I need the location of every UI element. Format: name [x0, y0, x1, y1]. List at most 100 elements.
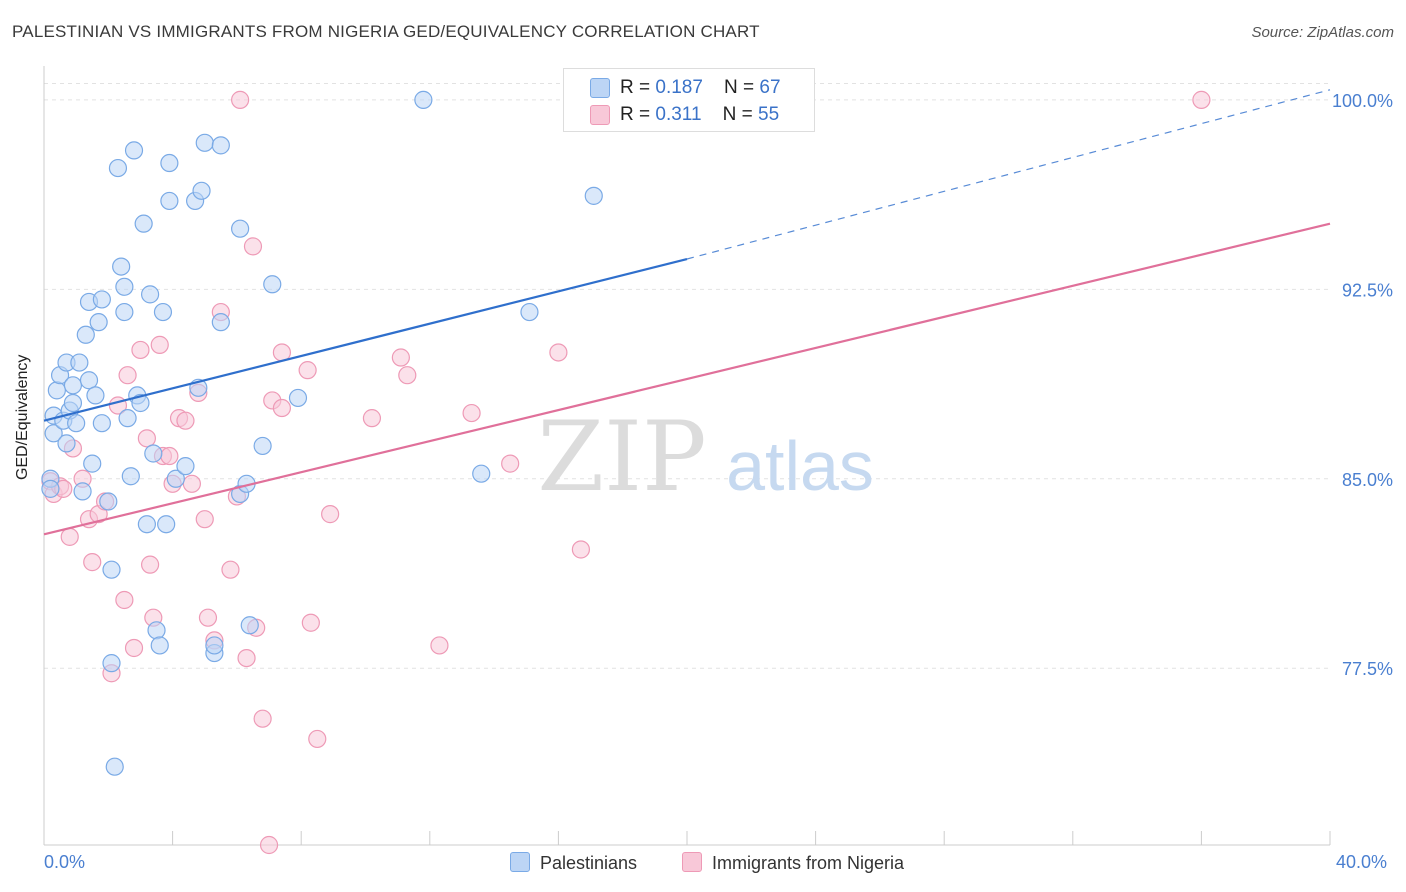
grid [44, 82, 1330, 669]
nigeria-point [160, 446, 179, 466]
nigeria-point [501, 454, 520, 473]
palestinian-point [102, 654, 121, 673]
palestinian-point [112, 257, 131, 276]
palestinian-point [166, 469, 185, 488]
nigeria-point [124, 638, 144, 658]
palestinian-point [288, 388, 308, 408]
palestinian-point [102, 560, 121, 579]
nigeria-point [321, 505, 340, 524]
trend-line-nigeria [43, 222, 1331, 536]
legend-swatch-blue [510, 852, 530, 872]
palestinian-point [67, 414, 86, 433]
watermark: ZIP atlas [537, 401, 874, 513]
legend-n-label: N = [724, 77, 760, 98]
palestinian-point [144, 444, 163, 463]
palestinian-point [211, 313, 230, 332]
palestinian-point [83, 454, 102, 473]
x-tick-max: 40.0% [1336, 852, 1388, 872]
nigeria-point [398, 366, 417, 385]
palestinian-point [89, 313, 108, 332]
palestinian-point [253, 436, 272, 456]
palestinian-point [47, 381, 66, 400]
nigeria-point [231, 90, 250, 109]
palestinian-point [57, 434, 76, 453]
nigeria-point [549, 343, 568, 362]
nigeria-point [237, 648, 256, 668]
palestinian-point [99, 492, 118, 511]
legend-n-value: 55 [758, 104, 780, 125]
palestinian-point [240, 616, 259, 635]
palestinian-point [44, 424, 63, 443]
palestinian-point [131, 393, 150, 413]
nigeria-point [462, 403, 481, 423]
legend-r-value: 0.187 [655, 77, 703, 98]
palestinian-point [176, 457, 195, 476]
nigeria-point [362, 409, 382, 428]
legend-r-value: 0.311 [655, 104, 702, 125]
palestinian-point [79, 371, 99, 390]
nigeria-point [118, 366, 137, 385]
nigeria-point [272, 398, 292, 418]
series-palestinians-points [41, 90, 603, 776]
palestinian-point [147, 621, 166, 640]
bottom-legend-palestinians: Palestinians [510, 852, 637, 874]
nigeria-point [176, 411, 195, 430]
palestinian-point [115, 277, 134, 296]
y-axis-label: GED/Equivalency [14, 354, 31, 480]
palestinian-point [124, 141, 144, 160]
palestinian-point [211, 136, 230, 155]
palestinian-point [584, 186, 603, 205]
nigeria-point [259, 835, 279, 855]
x-tick-min: 0.0% [44, 852, 86, 872]
y-tick-label: 92.5% [1342, 280, 1393, 300]
nigeria-point [60, 527, 79, 546]
legend-label-nigeria: Immigrants from Nigeria [712, 853, 905, 873]
palestinian-point [121, 467, 140, 486]
nigeria-point [150, 335, 169, 354]
palestinian-point [195, 133, 214, 152]
legend-n-label: N = [722, 104, 759, 125]
nigeria-point [571, 540, 591, 559]
nigeria-point [198, 608, 218, 627]
palestinian-point [150, 636, 169, 655]
palestinian-point [63, 376, 83, 395]
legend-n-value: 67 [759, 77, 781, 98]
nigeria-point [301, 613, 320, 632]
palestinian-point [205, 636, 224, 655]
legend-swatch-pink [682, 852, 702, 872]
chart-title: PALESTINIAN VS IMMIGRANTS FROM NIGERIA G… [12, 22, 760, 41]
palestinian-point [153, 302, 173, 322]
palestinian-point [160, 153, 179, 173]
palestinian-point [520, 302, 539, 322]
nigeria-point [221, 560, 240, 579]
palestinian-point [73, 482, 92, 501]
watermark-atlas: atlas [726, 427, 874, 505]
nigeria-point [115, 590, 134, 610]
legend-r-label: R = [620, 104, 656, 125]
nigeria-point [83, 553, 102, 572]
nigeria-point [391, 348, 410, 367]
y-tick-label: 100.0% [1332, 91, 1393, 111]
palestinian-point [231, 219, 250, 238]
palestinian-point [160, 191, 179, 211]
nigeria-point [298, 361, 317, 380]
palestinian-point [86, 386, 105, 405]
nigeria-point [308, 729, 327, 749]
nigeria-point [182, 474, 201, 493]
palestinian-point [134, 214, 153, 233]
palestinian-point [41, 479, 60, 498]
legend-swatch-blue [590, 78, 610, 98]
nigeria-point [137, 429, 156, 448]
source-label: Source: ZipAtlas.com [1251, 24, 1394, 41]
legend-r-label: R = [620, 77, 656, 98]
nigeria-point [195, 510, 214, 529]
nigeria-point [131, 340, 150, 360]
nigeria-point [253, 709, 272, 728]
palestinian-point [140, 285, 160, 304]
correlation-legend: R = 0.187 N = 67 R = 0.311 N = 55 [563, 68, 815, 132]
y-tick-label: 77.5% [1342, 659, 1393, 679]
palestinian-point [108, 158, 128, 178]
trend-line-palestinians [43, 257, 688, 422]
palestinian-point [92, 290, 111, 309]
